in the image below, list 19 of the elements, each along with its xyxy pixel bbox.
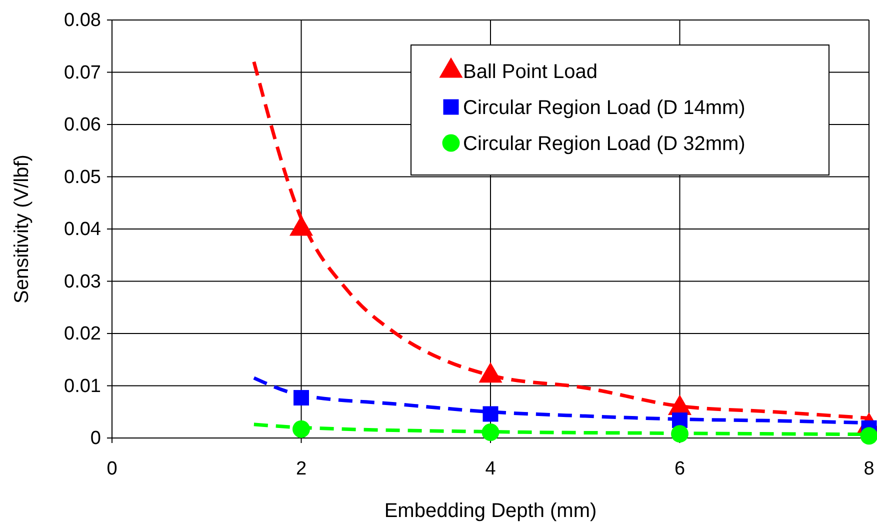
x-tick-label: 0 [106, 458, 118, 480]
legend-label: Circular Region Load (D 32mm) [463, 133, 746, 155]
legend-label: Ball Point Load [463, 61, 598, 83]
legend-label: Circular Region Load (D 14mm) [463, 97, 746, 119]
x-tick-label: 2 [296, 458, 307, 480]
y-tick-label: 0.06 [64, 114, 101, 136]
y-tick-label: 0 [90, 428, 101, 450]
y-axis-title: Sensitivity (V/lbf) [11, 154, 33, 304]
y-tick-label: 0.07 [64, 62, 101, 84]
x-tick-label: 4 [485, 458, 496, 480]
y-tick-label: 0.05 [64, 166, 101, 188]
y-tick-label: 0.01 [64, 376, 101, 397]
y-tick-label: 0.03 [64, 271, 101, 292]
y-tick-label: 0.08 [64, 10, 101, 32]
y-tick-label: 0.02 [64, 324, 101, 345]
x-tick-label: 6 [674, 458, 686, 480]
y-tick-label: 0.04 [64, 219, 102, 240]
x-tick-label: 8 [864, 458, 874, 480]
x-axis-title: Embedding Depth (mm) [384, 500, 597, 522]
